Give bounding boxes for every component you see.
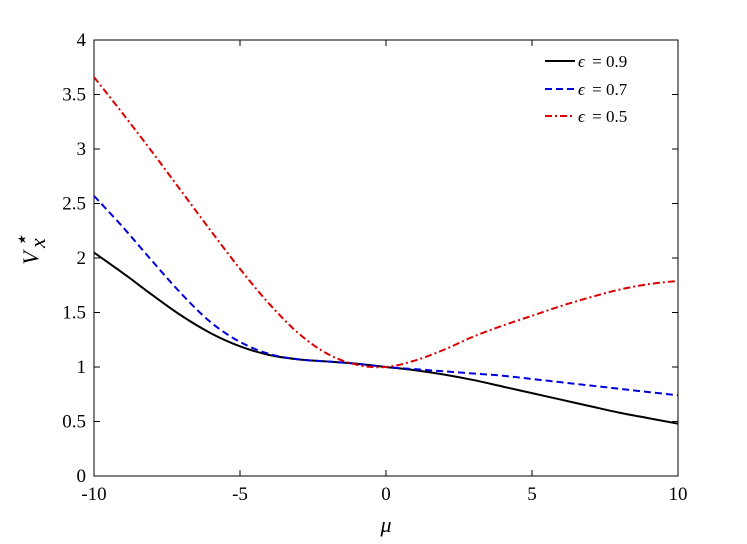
y-axis-label-sup: ⋆ bbox=[9, 234, 34, 248]
plot-area bbox=[93, 39, 679, 477]
legend-value-1: = 0.7 bbox=[592, 80, 628, 99]
y-tick-label: 2.5 bbox=[62, 194, 86, 215]
legend-entry-1: ϵ = 0.7 bbox=[545, 80, 628, 99]
y-tick-label: 2 bbox=[77, 248, 87, 269]
legend-symbol-2: ϵ bbox=[578, 107, 586, 126]
tick-labels: -10 -5 0 5 10 0 0.5 1 1.5 2 2.5 3 3.5 4 bbox=[62, 30, 687, 505]
y-tick-label: 0.5 bbox=[62, 412, 86, 433]
legend-value-0: = 0.9 bbox=[592, 52, 627, 71]
y-tick-label: 4 bbox=[77, 30, 87, 51]
y-tick-label: 3.5 bbox=[62, 85, 86, 106]
x-tick-label: 0 bbox=[381, 484, 391, 505]
x-tick-label: 5 bbox=[527, 484, 537, 505]
legend-value-2: = 0.5 bbox=[592, 107, 627, 126]
x-tick-label: -5 bbox=[232, 484, 248, 505]
x-tick-label: 10 bbox=[669, 484, 688, 505]
y-tick-label: 1 bbox=[77, 357, 87, 378]
y-axis-label: V ⋆ x bbox=[9, 234, 50, 265]
legend-symbol-0: ϵ bbox=[578, 52, 586, 71]
svg-text:V: V bbox=[18, 249, 43, 265]
tick-marks bbox=[93, 39, 679, 477]
legend-entry-0: ϵ = 0.9 bbox=[545, 52, 627, 71]
x-tick-label: -10 bbox=[81, 484, 106, 505]
y-tick-label: 1.5 bbox=[62, 303, 86, 324]
svg-text:⋆: ⋆ bbox=[9, 234, 34, 248]
svg-text:ϵ = 0.5: ϵ = 0.5 bbox=[578, 107, 627, 126]
x-axis-label: μ bbox=[379, 512, 391, 537]
series-layer bbox=[93, 76, 679, 425]
y-tick-label: 0 bbox=[77, 466, 87, 487]
legend-symbol-1: ϵ bbox=[578, 80, 586, 99]
legend: ϵ = 0.9 ϵ = 0.7 ϵ = 0.5 bbox=[545, 52, 628, 126]
y-tick-label: 3 bbox=[77, 139, 87, 160]
svg-text:ϵ = 0.9: ϵ = 0.9 bbox=[578, 52, 627, 71]
svg-text:x: x bbox=[25, 238, 50, 249]
y-axis-label-main: V bbox=[18, 249, 43, 265]
series-line-2 bbox=[93, 76, 679, 369]
legend-entry-2: ϵ = 0.5 bbox=[545, 107, 627, 126]
svg-text:ϵ = 0.7: ϵ = 0.7 bbox=[578, 80, 628, 99]
y-axis-label-sub: x bbox=[25, 238, 50, 249]
